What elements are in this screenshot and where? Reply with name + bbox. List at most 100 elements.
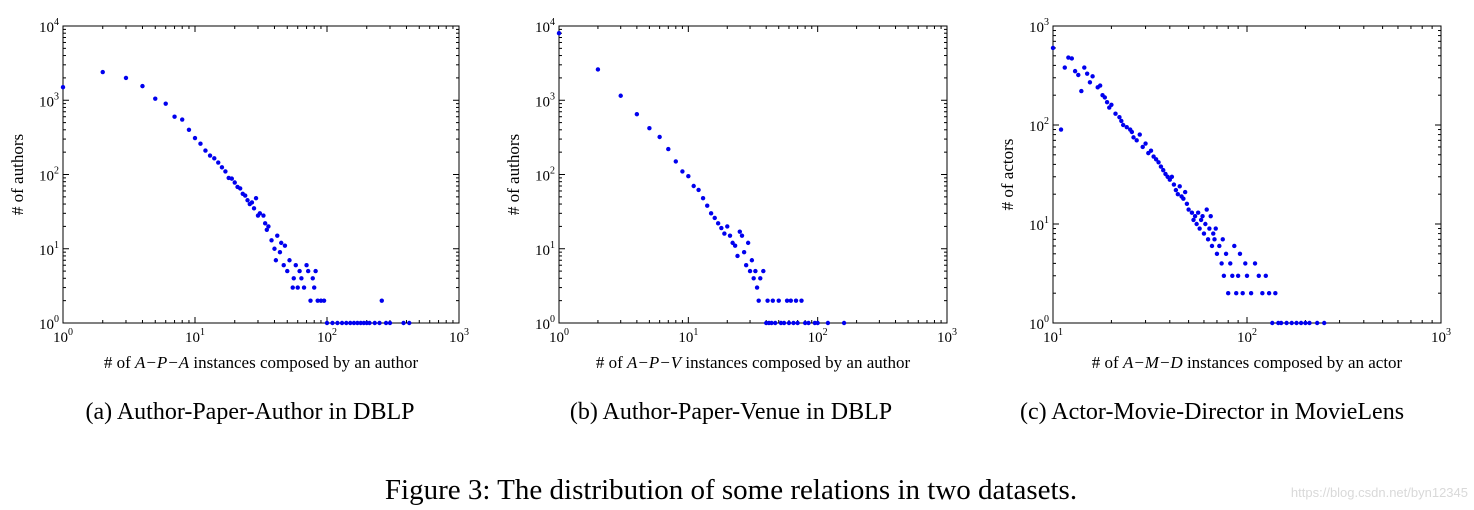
data-point <box>297 268 302 274</box>
data-point <box>634 111 640 117</box>
data-point <box>1076 72 1081 78</box>
data-point <box>747 268 753 274</box>
data-point <box>778 320 784 326</box>
data-point <box>1129 129 1135 135</box>
data-point <box>1314 320 1320 326</box>
data-point <box>725 224 730 229</box>
data-point <box>1137 132 1142 137</box>
data-point <box>281 263 286 268</box>
data-point <box>696 187 701 193</box>
data-point <box>351 320 357 326</box>
data-point <box>1201 231 1207 236</box>
data-point <box>1232 243 1237 249</box>
data-point <box>287 258 292 263</box>
x-tick-label: 103 <box>449 327 469 346</box>
data-point <box>172 114 177 119</box>
data-point <box>691 183 696 189</box>
data-point <box>123 75 129 81</box>
x-tick-label: 100 <box>53 327 73 346</box>
data-point <box>1223 251 1229 257</box>
data-point <box>1140 144 1145 150</box>
data-point <box>781 320 787 326</box>
data-point <box>1158 164 1164 169</box>
data-point <box>769 320 774 326</box>
data-point <box>1208 213 1213 219</box>
data-point <box>1173 187 1179 193</box>
data-point <box>1072 68 1078 74</box>
data-point <box>686 173 691 179</box>
data-point <box>203 148 208 153</box>
data-point <box>372 320 377 326</box>
y-tick-label: 102 <box>535 166 555 185</box>
data-point <box>219 165 225 170</box>
data-point <box>308 298 313 303</box>
y-tick-label: 102 <box>1029 116 1049 135</box>
data-point <box>705 203 710 208</box>
data-point <box>1104 99 1110 105</box>
data-point <box>1181 196 1186 201</box>
data-point <box>266 224 271 229</box>
data-point <box>60 84 66 90</box>
data-point <box>795 320 800 326</box>
data-point <box>1240 290 1245 296</box>
data-point <box>140 83 145 89</box>
data-point <box>304 263 309 268</box>
data-point <box>100 69 105 75</box>
x-tick-label: 101 <box>185 327 205 346</box>
data-point <box>313 268 318 274</box>
data-point <box>730 240 735 246</box>
data-point <box>735 253 740 259</box>
data-point <box>310 276 315 281</box>
data-point <box>379 298 384 303</box>
data-point <box>776 298 781 303</box>
data-point <box>1213 226 1218 231</box>
data-point <box>1124 125 1129 130</box>
data-point <box>727 233 733 238</box>
data-point <box>712 215 717 221</box>
x-axis-label: # of A−P−A instances composed by an auth… <box>104 353 419 372</box>
axis-ticks <box>62 25 460 324</box>
data-point <box>261 213 266 218</box>
data-point <box>262 221 268 226</box>
data-point <box>1211 231 1216 236</box>
data-point <box>1263 273 1269 278</box>
data-point <box>1194 221 1199 227</box>
y-axis-label: # of authors <box>504 134 523 215</box>
data-point <box>324 320 330 326</box>
data-point <box>212 156 217 161</box>
data-point <box>741 249 747 255</box>
data-point <box>1197 226 1202 231</box>
panels-group: 100 101 102 103 100 101 102 103 104 # of A−P−A in… <box>8 17 1451 372</box>
data-point <box>1307 320 1312 326</box>
data-point <box>321 298 327 303</box>
data-point <box>1207 226 1212 231</box>
data-point <box>647 126 652 131</box>
data-point <box>315 298 320 303</box>
data-point <box>1220 237 1225 242</box>
data-point <box>339 320 345 326</box>
data-point <box>407 320 412 326</box>
data-point <box>318 298 324 303</box>
y-tick-label: 101 <box>535 240 555 259</box>
data-point <box>383 320 389 326</box>
data-point <box>556 30 562 36</box>
data-point <box>1205 237 1211 242</box>
plot-frame <box>62 25 460 324</box>
data-point <box>1204 207 1209 212</box>
data-point <box>1090 74 1095 79</box>
data-point <box>1058 127 1064 132</box>
data-point <box>770 298 776 303</box>
x-tick-label: 102 <box>1237 327 1257 346</box>
data-point <box>815 320 820 326</box>
data-point <box>1156 160 1161 165</box>
data-point <box>275 233 280 238</box>
data-point <box>657 134 662 140</box>
data-point <box>277 249 283 255</box>
data-points <box>60 69 412 326</box>
data-point <box>761 268 766 274</box>
y-tick-label: 103 <box>1029 17 1049 36</box>
data-point <box>1228 261 1233 266</box>
x-tick-label: 101 <box>1043 327 1063 346</box>
data-point <box>273 258 279 263</box>
